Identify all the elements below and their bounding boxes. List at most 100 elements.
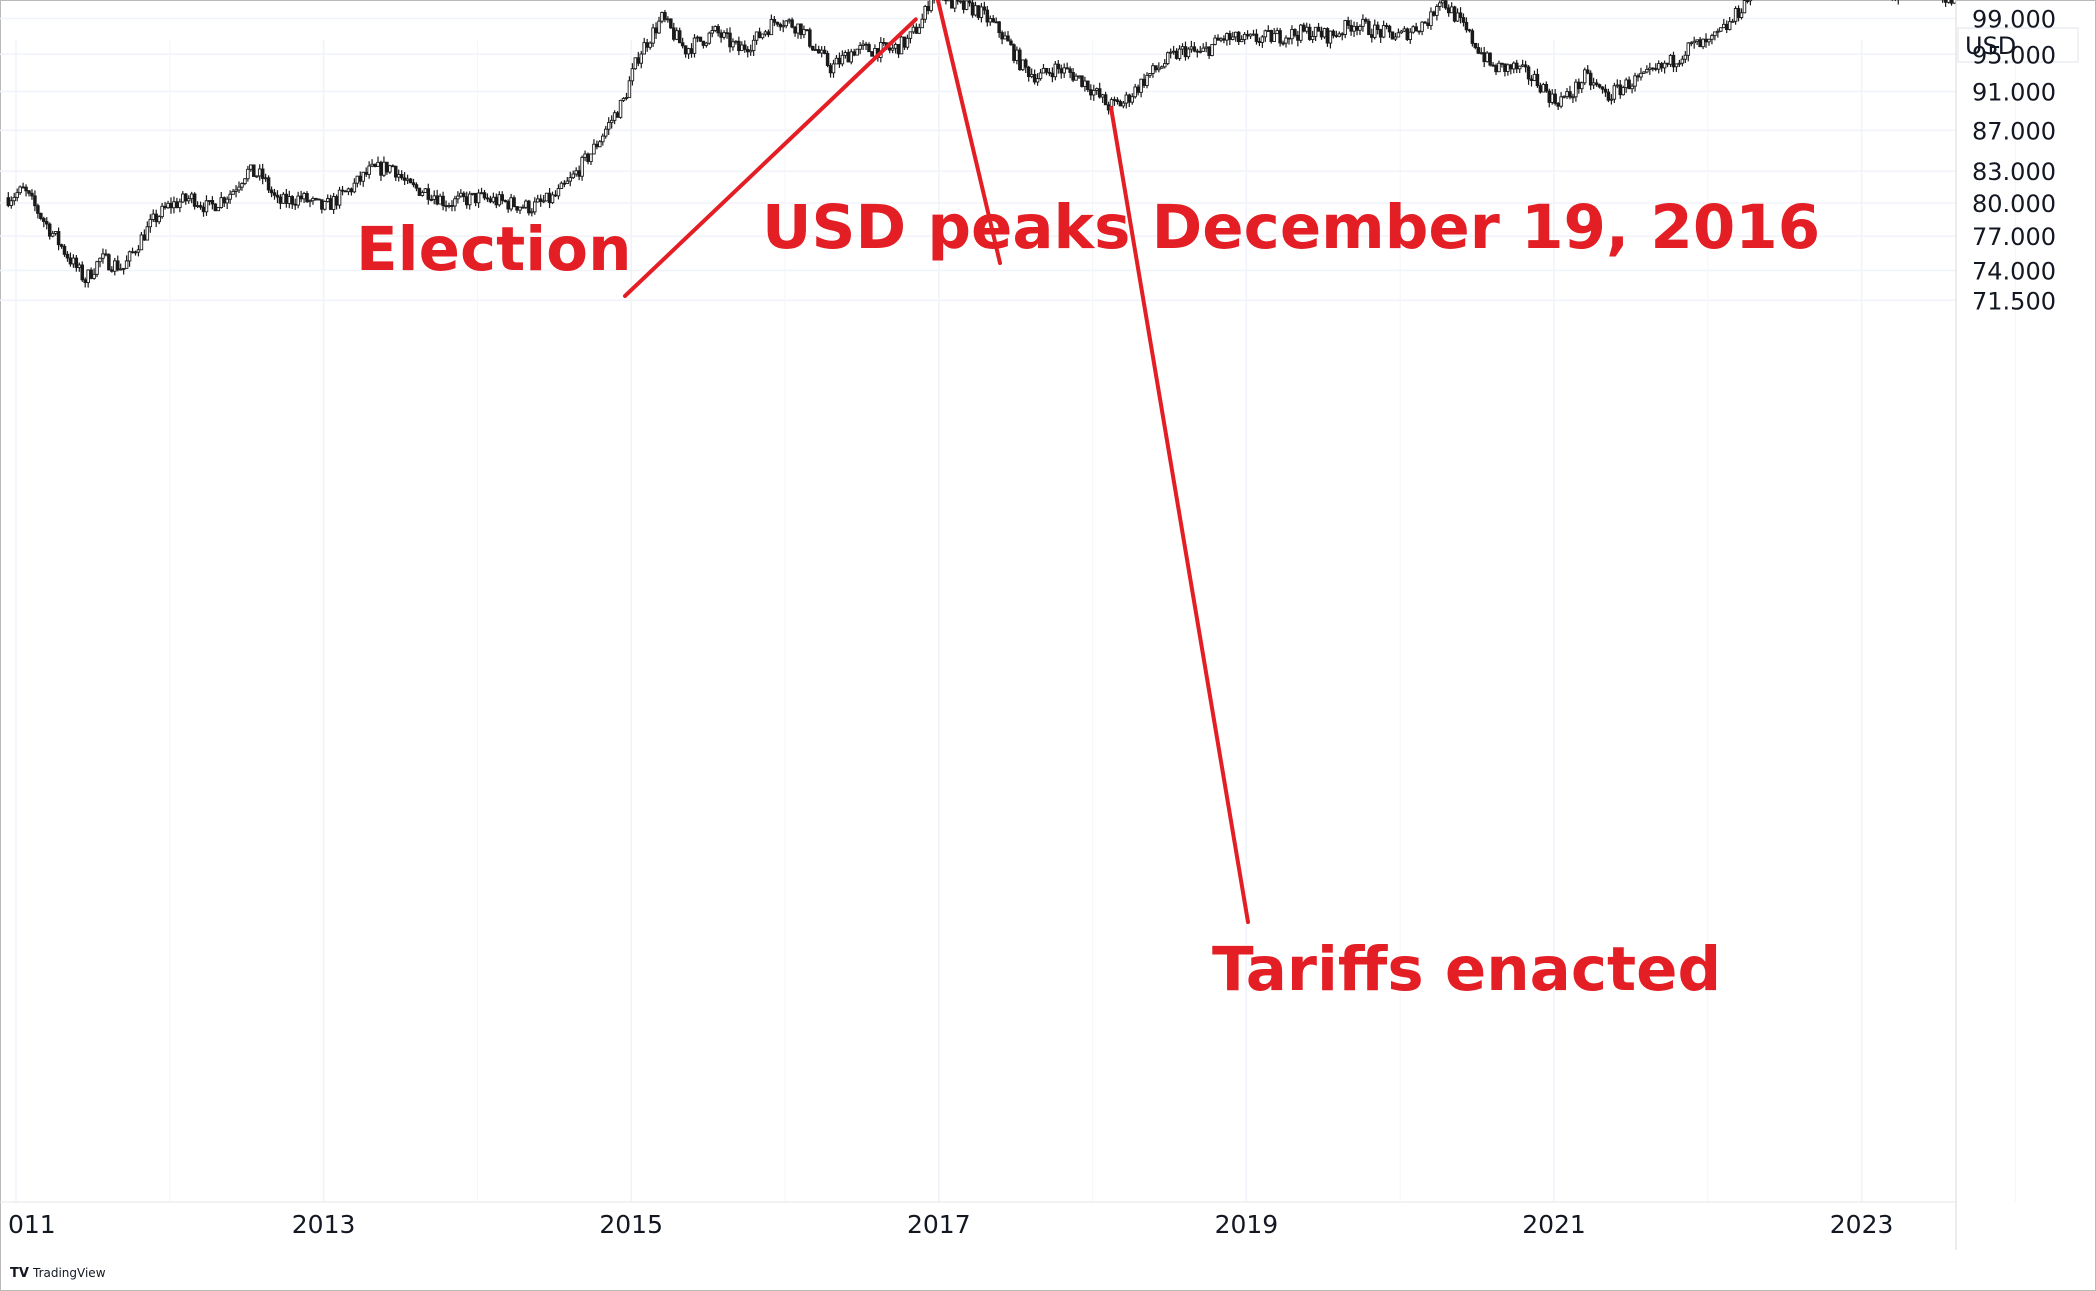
- candle-body: [148, 218, 153, 228]
- candle-body: [453, 198, 457, 207]
- candle-body: [391, 165, 395, 168]
- candle-body: [606, 122, 611, 130]
- candle-body: [74, 257, 79, 268]
- candle-body: [858, 45, 862, 50]
- candle-body: [104, 253, 108, 256]
- candle-body: [633, 57, 638, 70]
- candle-body: [308, 200, 312, 203]
- candle-body: [630, 68, 635, 82]
- candle-body: [766, 31, 771, 36]
- y-tick-label: 83.000: [1972, 158, 2056, 186]
- candle-body: [1384, 25, 1389, 27]
- candle-body: [882, 41, 886, 44]
- candle-body: [1284, 37, 1288, 44]
- candle-body: [1523, 64, 1528, 68]
- candle-body: [1304, 26, 1309, 32]
- candle-body: [154, 213, 158, 223]
- candle-body: [127, 251, 132, 262]
- candle-body: [249, 164, 253, 170]
- tradingview-watermark[interactable]: TV TradingView: [10, 1266, 106, 1281]
- candle-body: [213, 203, 218, 212]
- candle-body: [1222, 38, 1226, 41]
- candle-body: [405, 178, 410, 181]
- candle-body: [950, 0, 954, 9]
- candle-body: [509, 197, 513, 210]
- candle-body: [1195, 50, 1200, 53]
- candle-body: [121, 267, 126, 270]
- candle-body: [604, 128, 608, 137]
- candle-body: [1677, 62, 1682, 65]
- candle-body: [828, 65, 833, 74]
- candle-body: [923, 5, 927, 20]
- candle-body: [198, 205, 203, 208]
- time-axis[interactable]: 011 2013 2015 2017 2019 2021 2023: [0, 1201, 1956, 1239]
- candle-body: [988, 18, 993, 23]
- candle-body: [686, 48, 691, 55]
- candle-body: [272, 192, 277, 196]
- candle-body: [1192, 46, 1197, 52]
- candle-body: [1562, 95, 1566, 98]
- candle-body: [1473, 42, 1478, 48]
- candle-body: [12, 196, 16, 202]
- annotation-usd-peak: USD peaks December 19, 2016: [762, 192, 1820, 263]
- candle-body: [911, 26, 916, 33]
- candle-body: [1662, 62, 1667, 69]
- candle-body: [337, 189, 342, 206]
- candle-body: [772, 19, 777, 23]
- candle-body: [855, 48, 859, 56]
- candle-body: [1251, 33, 1256, 36]
- candle-body: [1121, 102, 1126, 107]
- candle-body: [181, 193, 185, 203]
- price-axis[interactable]: USD 116.000112.000103.00099.00095.00091.…: [1955, 0, 2079, 1250]
- candle-body: [1568, 91, 1572, 98]
- candle-body: [166, 202, 170, 209]
- candle-body: [71, 257, 76, 265]
- candle-body: [1157, 67, 1161, 71]
- candle-body: [358, 175, 363, 182]
- candle-body: [1080, 75, 1084, 87]
- candle-body: [456, 195, 460, 200]
- candle-body: [982, 6, 987, 11]
- candle-body: [252, 164, 256, 177]
- candle-body: [636, 57, 641, 64]
- candle-body: [917, 27, 922, 34]
- candle-body: [278, 196, 283, 204]
- candle-body: [1574, 81, 1578, 98]
- candle-body: [592, 143, 596, 155]
- candle-body: [1375, 24, 1380, 30]
- candle-body: [515, 206, 519, 211]
- candle-body: [305, 193, 309, 203]
- candle-body: [284, 193, 289, 204]
- candle-body: [811, 45, 815, 51]
- candle-body: [1609, 98, 1614, 101]
- candle-body: [580, 156, 584, 177]
- candle-body: [822, 49, 827, 54]
- candle-body: [1210, 43, 1214, 56]
- candle-body: [467, 193, 472, 206]
- candle-body: [799, 23, 803, 36]
- candle-body: [98, 257, 102, 263]
- candle-body: [237, 186, 241, 191]
- candle-body: [1485, 52, 1489, 63]
- candle-body: [1748, 0, 1753, 2]
- candle-body: [382, 161, 386, 176]
- candle-body: [107, 254, 111, 271]
- candle-body: [447, 205, 451, 207]
- candle-body: [680, 42, 685, 47]
- candle-body: [621, 98, 626, 101]
- y-tick-label: 77.000: [1972, 223, 2056, 251]
- candle-body: [1429, 11, 1433, 27]
- candle-body: [645, 42, 649, 48]
- candle-body: [110, 269, 114, 272]
- candle-body: [1044, 67, 1049, 73]
- candle-body: [1334, 35, 1339, 37]
- candle-body: [1364, 18, 1368, 22]
- y-tick-label: 95.000: [1972, 41, 2056, 69]
- candle-body: [1154, 65, 1158, 71]
- candle-body: [1092, 89, 1096, 96]
- candle-body: [53, 231, 58, 234]
- candle-body: [1319, 30, 1324, 38]
- candle-body: [1488, 52, 1492, 66]
- candle-body: [1449, 6, 1454, 14]
